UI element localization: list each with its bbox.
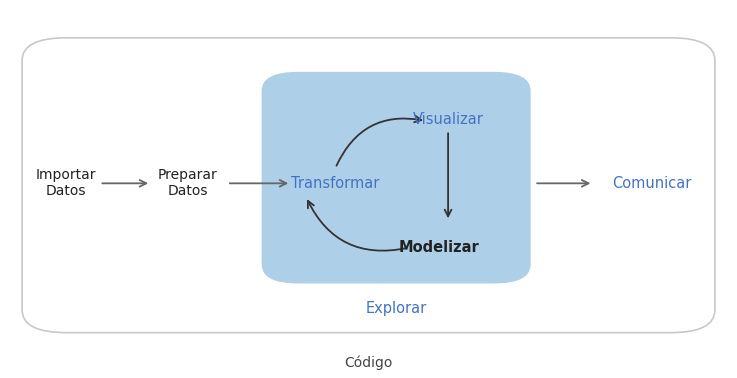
Text: Modelizar: Modelizar [398, 240, 479, 255]
Text: Preparar
Datos: Preparar Datos [158, 168, 218, 198]
Text: Comunicar: Comunicar [612, 176, 692, 191]
FancyBboxPatch shape [262, 72, 531, 284]
Text: Importar
Datos: Importar Datos [36, 168, 97, 198]
Text: Visualizar: Visualizar [413, 112, 483, 127]
Text: Explorar: Explorar [366, 301, 427, 316]
FancyBboxPatch shape [22, 38, 715, 333]
Text: Transformar: Transformar [291, 176, 380, 191]
Text: Código: Código [344, 356, 393, 370]
